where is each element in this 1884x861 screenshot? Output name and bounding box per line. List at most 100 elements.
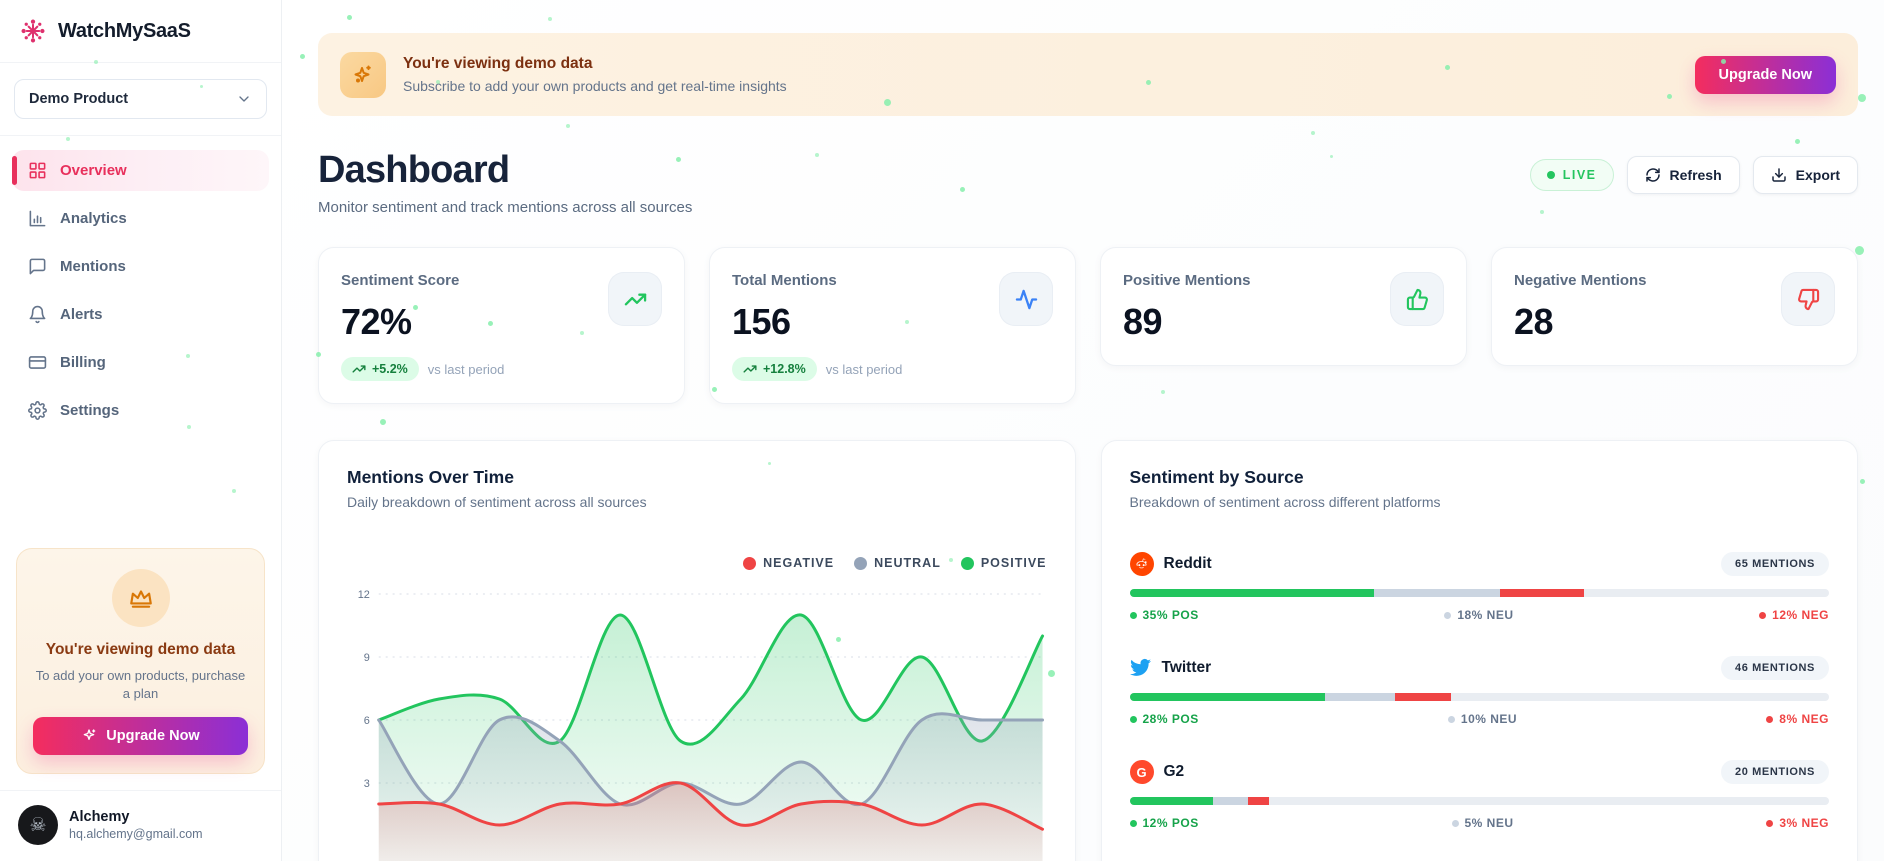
source-row-twitter: Twitter 46 MENTIONS 28% POS 10% NEU 8% N… <box>1129 656 1829 726</box>
page-subtitle: Monitor sentiment and track mentions acr… <box>318 199 693 216</box>
mentions-count-badge: 65 MENTIONS <box>1721 552 1829 576</box>
negative-dot-icon <box>1759 611 1767 619</box>
refresh-button[interactable]: Refresh <box>1626 156 1740 194</box>
sentiment-bar <box>1129 589 1829 597</box>
sidebar-item-analytics[interactable]: Analytics <box>12 198 269 239</box>
neutral-segment <box>1213 797 1249 805</box>
sparkles-icon <box>340 51 386 98</box>
panel-subtitle: Daily breakdown of sentiment across all … <box>347 494 647 510</box>
mentions-over-time-chart: 12 9 6 3 <box>358 589 1045 861</box>
negative-segment <box>1395 693 1452 701</box>
thumbs-down-icon <box>1781 272 1835 326</box>
negative-segment <box>1500 589 1585 597</box>
sentiment-bar <box>1129 693 1829 701</box>
banner-title: You're viewing demo data <box>403 55 593 72</box>
sidebar-item-alerts[interactable]: Alerts <box>12 294 269 335</box>
credit-card-icon <box>28 353 47 372</box>
stat-card-sentiment-score: Sentiment Score 72% +5.2% vs last period <box>318 247 685 404</box>
sidebar-item-overview[interactable]: Overview <box>12 150 269 191</box>
refresh-icon <box>1645 167 1661 183</box>
demo-banner: You're viewing demo data Subscribe to ad… <box>318 33 1858 116</box>
positive-dot-icon <box>1129 715 1137 723</box>
negative-segment <box>1248 797 1270 805</box>
panel-title: Sentiment by Source <box>1129 467 1304 487</box>
sidebar-item-settings[interactable]: Settings <box>12 390 269 431</box>
sidebar-item-label: Overview <box>60 162 127 179</box>
user-avatar: ☠ <box>18 805 58 845</box>
demo-card-title: You're viewing demo data <box>45 640 236 658</box>
user-name: Alchemy <box>69 809 130 825</box>
positive-dot-icon <box>1129 819 1137 827</box>
stat-card-positive-mentions: Positive Mentions 89 <box>1100 247 1467 366</box>
sidebar-item-billing[interactable]: Billing <box>12 342 269 383</box>
sidebar: WatchMySaaS Demo Product Overview Analyt… <box>0 0 282 861</box>
thumbs-up-icon <box>1390 272 1444 326</box>
legend-dot-negative <box>743 556 757 570</box>
neutral-dot-icon <box>1447 715 1455 723</box>
mentions-count-badge: 46 MENTIONS <box>1721 656 1829 680</box>
product-selector-value: Demo Product <box>29 91 129 107</box>
svg-text:9: 9 <box>364 652 370 664</box>
user-email: hq.alchemy@gmail.com <box>69 827 203 841</box>
panel-subtitle: Breakdown of sentiment across different … <box>1129 494 1441 510</box>
neutral-segment <box>1374 589 1501 597</box>
app-name: WatchMySaaS <box>58 19 191 42</box>
positive-segment <box>1129 797 1214 805</box>
reddit-icon <box>1129 552 1154 576</box>
crown-icon <box>111 568 170 627</box>
neutral-segment <box>1325 693 1396 701</box>
logo: WatchMySaaS <box>0 0 281 63</box>
grid-icon <box>28 161 47 180</box>
export-button[interactable]: Export <box>1752 156 1858 194</box>
watchmysaas-logo-icon <box>18 16 48 46</box>
main-content: You're viewing demo data Subscribe to ad… <box>282 0 1884 861</box>
sidebar-item-label: Mentions <box>60 258 126 275</box>
svg-text:6: 6 <box>364 715 370 727</box>
source-row-g2: G G2 20 MENTIONS 12% POS 5% NEU 3% NEG <box>1129 760 1829 830</box>
sidebar-nav: Overview Analytics Mentions Alerts Billi… <box>0 136 281 431</box>
positive-dot-icon <box>1129 611 1137 619</box>
message-square-icon <box>28 257 47 276</box>
svg-text:3: 3 <box>364 778 370 790</box>
live-dot-icon <box>1546 171 1555 179</box>
negative-dot-icon <box>1766 819 1774 827</box>
positive-segment <box>1129 589 1375 597</box>
trend-badge: +12.8% <box>732 357 817 381</box>
neutral-dot-icon <box>1451 819 1459 827</box>
stat-card-total-mentions: Total Mentions 156 +12.8% vs last period <box>709 247 1076 404</box>
trending-up-icon <box>608 272 662 326</box>
sentiment-by-source-panel: Sentiment by Source Breakdown of sentime… <box>1100 440 1858 861</box>
chart-legend: NEGATIVE NEUTRAL POSITIVE <box>347 556 1047 570</box>
legend-dot-neutral <box>854 556 868 570</box>
source-row-reddit: Reddit 65 MENTIONS 35% POS 18% NEU 12% N… <box>1129 552 1829 622</box>
product-selector[interactable]: Demo Product <box>14 79 267 119</box>
g2-icon: G <box>1129 760 1154 784</box>
bell-icon <box>28 305 47 324</box>
sidebar-item-label: Analytics <box>60 210 127 227</box>
svg-text:12: 12 <box>358 589 370 601</box>
sidebar-item-label: Billing <box>60 354 106 371</box>
activity-icon <box>999 272 1053 326</box>
mentions-count-badge: 20 MENTIONS <box>1721 760 1829 784</box>
sidebar-item-mentions[interactable]: Mentions <box>12 246 269 287</box>
legend-dot-positive <box>960 556 974 570</box>
download-icon <box>1771 167 1787 183</box>
twitter-icon <box>1129 657 1152 679</box>
live-status-badge: LIVE <box>1529 159 1614 191</box>
sidebar-item-label: Settings <box>60 402 120 419</box>
bar-chart-icon <box>28 209 47 228</box>
sidebar-upgrade-button[interactable]: Upgrade Now <box>33 717 248 755</box>
sidebar-item-label: Alerts <box>60 306 103 323</box>
trend-badge: +5.2% <box>341 357 419 381</box>
negative-dot-icon <box>1766 715 1774 723</box>
banner-upgrade-button[interactable]: Upgrade Now <box>1694 55 1836 94</box>
demo-card-subtitle: To add your own products, purchase a pla… <box>35 667 246 701</box>
banner-subtitle: Subscribe to add your own products and g… <box>403 78 787 94</box>
gear-icon <box>28 401 47 420</box>
sparkles-icon <box>81 728 97 744</box>
user-profile[interactable]: ☠ Alchemy hq.alchemy@gmail.com <box>0 790 281 861</box>
stats-row: Sentiment Score 72% +5.2% vs last period… <box>318 247 1858 404</box>
neutral-dot-icon <box>1444 611 1452 619</box>
active-indicator <box>12 156 17 185</box>
sentiment-bar <box>1129 797 1829 805</box>
